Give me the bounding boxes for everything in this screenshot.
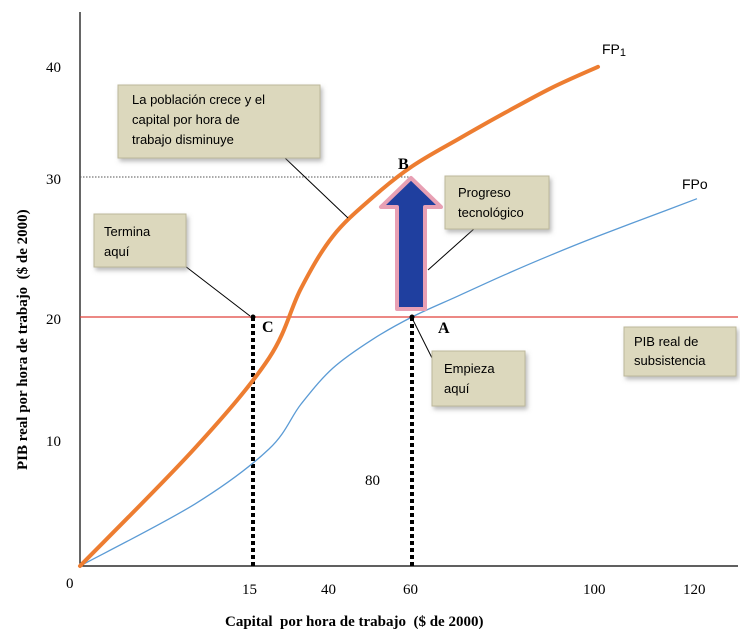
x-tick-60: 60	[403, 582, 418, 598]
point-b-label: B	[398, 156, 409, 173]
annotation-progreso-line-2: tecnológico	[458, 205, 524, 220]
point-c-dot	[250, 314, 256, 320]
annotation-poblacion: La población crece y el capital por hora…	[117, 84, 321, 159]
point-c-label: C	[262, 319, 274, 336]
annotation-termina-line-1: Termina	[104, 224, 151, 239]
connector-progreso	[427, 227, 476, 271]
fpo-curve	[79, 198, 698, 567]
annotation-poblacion-line-2: capital por hora de	[132, 112, 240, 127]
connector-poblacion	[284, 157, 349, 219]
annotation-termina-line-2: aquí	[104, 244, 130, 259]
y-tick-30: 30	[46, 172, 61, 188]
y-tick-10: 10	[46, 434, 61, 450]
annotation-poblacion-line-3: trabajo disminuye	[132, 132, 234, 147]
annotation-subsistencia: PIB real de subsistencia	[623, 326, 737, 377]
y-tick-20: 20	[46, 312, 61, 328]
fp1-label: FP1	[602, 41, 626, 59]
y-tick-40: 40	[46, 60, 61, 76]
progress-arrow	[379, 176, 443, 311]
annotation-empieza-line-2: aquí	[444, 381, 470, 396]
annotation-empieza: Empieza aquí	[431, 350, 526, 407]
annotation-termina: Termina aquí	[93, 213, 187, 268]
fp1-label-sub: 1	[620, 47, 626, 59]
connector-empieza	[412, 319, 435, 363]
fpo-label: FPo	[682, 176, 708, 192]
annotation-poblacion-line-1: La población crece y el	[132, 92, 265, 107]
annotation-progreso: Progreso tecnológico	[444, 175, 550, 230]
point-a-label: A	[438, 320, 450, 337]
point-a-dot	[409, 314, 415, 320]
x-tick-15: 15	[242, 582, 257, 598]
x-tick-100: 100	[583, 582, 606, 598]
connector-termina	[184, 265, 251, 317]
annotation-progreso-line-1: Progreso	[458, 185, 511, 200]
annotation-subsistencia-line-1: PIB real de	[634, 334, 698, 349]
x-tick-120: 120	[683, 582, 706, 598]
x-tick-40: 40	[321, 582, 336, 598]
y-axis-title: PIB real por hora de trabajo ($ de 2000)	[15, 209, 31, 470]
fp1-curve	[78, 64, 600, 568]
x-axis-title: Capital por hora de trabajo ($ de 2000)	[225, 614, 483, 629]
x-tick-0: 0	[66, 576, 74, 592]
annotation-empieza-line-1: Empieza	[444, 361, 495, 376]
annotation-subsistencia-line-2: subsistencia	[634, 353, 706, 368]
stray-label-80: 80	[365, 473, 380, 489]
fp1-label-main: FP	[602, 41, 620, 57]
